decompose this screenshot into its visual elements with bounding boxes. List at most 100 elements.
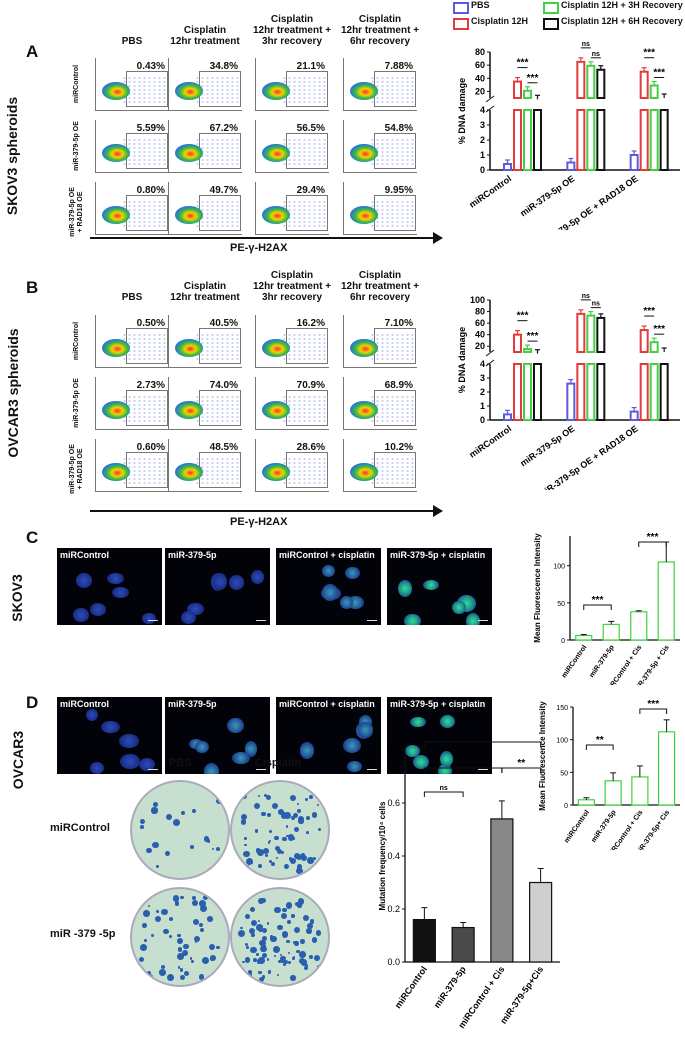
colony (288, 960, 292, 964)
y-axis-label: Mutation frequency/10⁴ cells (378, 801, 387, 910)
bar (596, 68, 606, 99)
flow-gate (374, 390, 416, 426)
y-tick-label: 60 (475, 318, 485, 328)
bar (575, 634, 593, 641)
flow-plot: 70.9% (255, 377, 329, 430)
flow-population (175, 82, 203, 100)
y-tick-label: 100 (470, 295, 485, 305)
y-tick-label: 0.2 (387, 904, 400, 914)
colony (172, 895, 180, 902)
nucleus (227, 717, 244, 734)
flow-gate (286, 195, 328, 231)
significance-label: *** (592, 595, 604, 606)
scale-bar (256, 769, 266, 770)
flow-gate (126, 133, 168, 169)
colony (291, 815, 295, 820)
flow-population (175, 206, 203, 224)
nucleus (438, 763, 452, 774)
bar (577, 799, 595, 806)
flow-percentage: 9.95% (384, 185, 413, 196)
nucleus (322, 584, 338, 601)
colony (246, 867, 249, 870)
colony (293, 812, 299, 818)
bar-lower (659, 363, 669, 421)
colony (240, 818, 247, 825)
significance-label: ns (440, 785, 448, 792)
axis-break (485, 95, 495, 103)
significance-bracket (639, 708, 668, 714)
nucleus (451, 600, 466, 614)
bar (649, 84, 659, 99)
colony (296, 802, 300, 805)
nucleus (405, 744, 420, 757)
colony (176, 952, 184, 960)
flow-plot: 16.2% (255, 315, 329, 368)
nucleus (195, 740, 210, 753)
flow-percentage: 16.2% (296, 318, 325, 329)
colony (250, 920, 257, 927)
micrograph: miRControl (57, 697, 162, 774)
bar (586, 64, 596, 99)
y-tick-label: 50 (557, 601, 565, 608)
bar-lower (639, 363, 649, 421)
colony (250, 861, 253, 865)
colony (295, 854, 302, 861)
colony (312, 856, 317, 861)
bar (503, 413, 512, 422)
flow-percentage: 0.43% (136, 61, 165, 72)
flow-gate (374, 71, 416, 107)
y-tick-label: 60 (475, 60, 485, 70)
ovcar3-spheroids-label: OVCAR3 spheroids (5, 328, 21, 458)
significance-label: *** (653, 68, 665, 79)
colony (244, 942, 248, 946)
colony (291, 914, 295, 918)
colony (300, 854, 308, 862)
colony (296, 950, 300, 954)
flow-plot: 28.6% (255, 439, 329, 492)
flow-gate (286, 452, 328, 488)
nucleus (345, 567, 360, 580)
flow-population (350, 206, 378, 224)
flow-percentage: 54.8% (384, 123, 413, 134)
flow-percentage: 29.4% (296, 185, 325, 196)
bar (523, 348, 532, 353)
colony (203, 895, 209, 901)
scale-bar (478, 620, 488, 621)
flow-percentage: 56.5% (296, 123, 325, 134)
colony (193, 901, 197, 905)
colony (296, 864, 303, 870)
colony (297, 898, 304, 905)
colony (240, 794, 246, 800)
micrograph: miRControl + cisplatin (276, 697, 381, 774)
colony (288, 834, 295, 841)
bar-lower (586, 363, 596, 421)
nucleus (299, 741, 314, 759)
y-tick-label: 0.4 (387, 851, 400, 861)
colony (287, 920, 292, 925)
nucleus (440, 715, 456, 728)
y-tick-label: 150 (556, 705, 568, 712)
colony (262, 928, 268, 934)
y-tick-label: 100 (553, 564, 565, 571)
colony (304, 965, 309, 971)
y-tick-label: 20 (475, 341, 485, 351)
flow-plot: 7.10% (343, 315, 417, 368)
colony (199, 904, 207, 912)
y-tick-label: 0 (564, 803, 568, 810)
colony (252, 958, 257, 963)
nucleus (465, 613, 480, 625)
nucleus (440, 751, 453, 767)
significance-label: ns (582, 293, 590, 300)
nucleus (76, 573, 93, 588)
colony (258, 976, 265, 983)
colony (266, 922, 270, 925)
flow-gate (286, 390, 328, 426)
y-tick-label: 1 (480, 401, 485, 411)
chart-c: Mean Fluorescence Intensity 0 50 100 miRCont… (533, 532, 680, 685)
bar (657, 561, 675, 641)
scale-bar (478, 769, 488, 770)
scale-bar (367, 769, 377, 770)
flow-percentage: 0.50% (136, 318, 165, 329)
colony (183, 944, 189, 950)
colony (215, 945, 220, 950)
